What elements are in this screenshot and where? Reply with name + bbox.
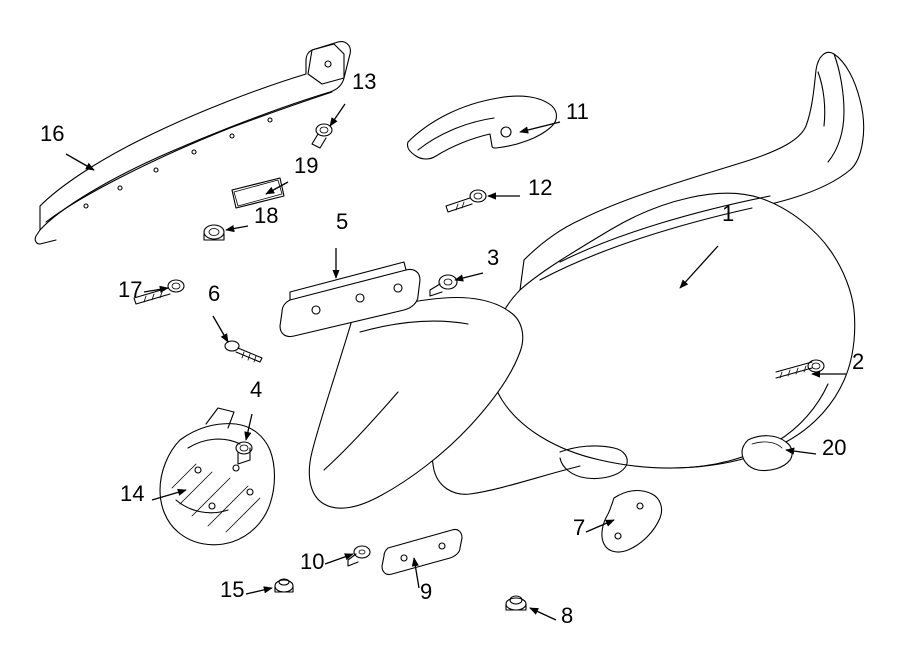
callout-8: 8 (561, 605, 573, 627)
callout-11: 11 (566, 101, 589, 123)
part-upper-bracket (407, 96, 556, 159)
part-lower-bracket-9 (382, 529, 462, 574)
part-bolt-4 (236, 442, 252, 464)
callout-7: 7 (573, 517, 585, 539)
part-screw-2 (776, 360, 824, 378)
leader-10 (325, 554, 353, 564)
part-splash-shield (160, 408, 275, 545)
callout-2: 2 (852, 351, 864, 373)
callout-5: 5 (336, 211, 348, 233)
callout-14: 14 (120, 483, 144, 505)
part-bolt-13 (312, 124, 332, 148)
leader-15 (246, 588, 272, 594)
part-screw-6 (225, 341, 262, 362)
callout-19: 19 (294, 155, 318, 177)
part-center-support (280, 262, 420, 337)
leader-13 (330, 104, 345, 126)
callout-6: 6 (208, 283, 220, 305)
part-bolt-12 (446, 190, 486, 212)
callout-16: 16 (40, 123, 64, 145)
leader-19 (266, 182, 288, 194)
leader-3 (455, 273, 483, 280)
leader-8 (530, 608, 556, 620)
callout-4: 4 (250, 379, 262, 401)
parts-linework (0, 0, 900, 661)
part-clip-10 (348, 546, 370, 566)
callout-17: 17 (118, 279, 142, 301)
callout-12: 12 (528, 177, 552, 199)
leader-1 (680, 246, 718, 288)
diagram-stage: 1234567891011121314151617181920 (0, 0, 900, 661)
callout-13: 13 (352, 71, 376, 93)
callout-15: 15 (220, 579, 244, 601)
leader-6 (213, 316, 228, 342)
callout-20: 20 (822, 437, 846, 459)
leader-4 (246, 414, 252, 440)
callout-1: 1 (722, 203, 734, 225)
leader-14 (152, 490, 186, 500)
part-impact-bar (35, 42, 350, 244)
callout-10: 10 (300, 551, 324, 573)
leader-16 (66, 154, 94, 170)
part-clip-3 (430, 275, 457, 296)
leader-18 (226, 226, 248, 230)
callout-9: 9 (420, 581, 432, 603)
leader-7 (586, 520, 614, 532)
leader-11 (520, 122, 560, 132)
leader-9 (414, 558, 419, 588)
part-side-bracket-7 (602, 491, 662, 552)
callout-18: 18 (254, 205, 278, 227)
leader-17 (144, 288, 168, 292)
leader-lines (0, 0, 900, 661)
callout-3: 3 (487, 247, 499, 269)
part-nut-15 (275, 579, 293, 592)
part-nut-8 (506, 596, 526, 610)
part-nut-18 (204, 225, 224, 240)
leader-20 (786, 450, 816, 454)
part-tow-cover (742, 436, 792, 471)
